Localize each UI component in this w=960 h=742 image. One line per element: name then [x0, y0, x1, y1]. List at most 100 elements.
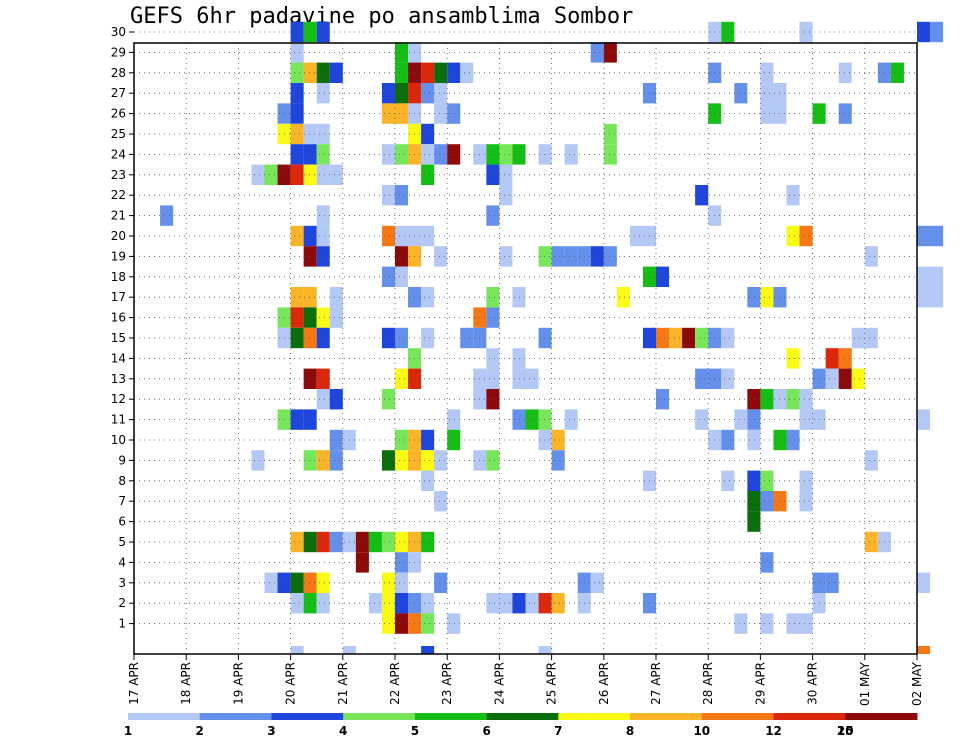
heatmap-cell	[799, 389, 813, 410]
y-tick-label: 30	[111, 25, 126, 39]
heatmap-cell	[303, 327, 317, 349]
heatmap-cell	[381, 327, 395, 349]
y-tick-label: 24	[111, 147, 126, 161]
heatmap-cell	[434, 144, 448, 165]
heatmap-cell	[512, 593, 526, 614]
heatmap-cell	[368, 593, 382, 614]
heatmap-cell	[368, 531, 382, 553]
x-tick-label: 19 APR	[231, 662, 245, 705]
heatmap-cell	[316, 572, 330, 593]
heatmap-cell	[395, 62, 409, 83]
heatmap-cell	[786, 389, 800, 410]
legend-label: 7	[554, 724, 562, 738]
heatmap-cell	[395, 83, 409, 104]
legend-swatch	[486, 713, 559, 720]
y-tick-label: 3	[118, 576, 126, 590]
x-axis: 17 APR 18 APR 19 APR 20 APR 21 APR 22 APR 23 A…	[127, 654, 924, 706]
heatmap-cell	[760, 470, 774, 491]
legend-swatch	[773, 713, 846, 720]
heatmap-cell	[499, 164, 513, 185]
x-tick-label: 22 APR	[388, 662, 402, 705]
heatmap-cell	[460, 62, 474, 83]
heatmap-cell	[316, 531, 330, 553]
legend-label: 6	[482, 724, 490, 738]
heatmap-cell	[421, 531, 435, 553]
heatmap-cell	[917, 225, 931, 247]
heatmap-cell	[329, 531, 343, 553]
heatmap-cell	[799, 491, 813, 512]
heatmap-cell	[864, 450, 878, 471]
heatmap-cell	[486, 205, 500, 226]
heatmap-cell	[329, 389, 343, 410]
heatmap-cell	[316, 123, 330, 145]
heatmap-cell	[434, 62, 448, 83]
y-tick-label: 9	[118, 453, 126, 467]
heatmap-cell	[538, 409, 552, 430]
heatmap-cell	[434, 246, 448, 267]
heatmap-cell	[590, 572, 604, 593]
heatmap-cell	[303, 225, 317, 247]
heatmap-cell	[395, 531, 409, 553]
legend-swatch	[199, 713, 272, 720]
heatmap-cell	[486, 368, 500, 389]
y-tick-label: 6	[118, 515, 126, 529]
legend-swatch	[414, 713, 488, 720]
heatmap-cell	[421, 123, 435, 145]
heatmap-cell	[499, 593, 513, 614]
heatmap-cell	[303, 62, 317, 83]
heatmap-cell	[316, 164, 330, 185]
heatmap-cell	[747, 470, 761, 491]
y-axis: 1234567891011121314151617181920212223242…	[111, 25, 134, 631]
heatmap-cell	[434, 572, 448, 593]
heatmap-cell	[290, 164, 304, 185]
heatmap-cell	[421, 470, 435, 491]
heatmap-cell	[760, 613, 774, 634]
heatmap-cell	[851, 368, 865, 389]
legend-label: 2	[196, 724, 204, 738]
heatmap-cell	[512, 348, 526, 369]
legend-swatch	[701, 713, 775, 720]
x-tick-label: 28 APR	[701, 662, 715, 705]
heatmap-cell	[395, 593, 409, 614]
heatmap-cell	[734, 613, 748, 634]
heatmap-cell	[290, 42, 304, 63]
heatmap-cell	[760, 389, 774, 410]
heatmap-cell	[434, 491, 448, 512]
y-tick-label: 5	[118, 535, 126, 549]
heatmap-cell	[303, 368, 317, 389]
y-tick-label: 27	[111, 86, 126, 100]
heatmap-cell	[721, 429, 735, 451]
heatmap-cell	[316, 450, 330, 471]
heatmap-cell	[421, 429, 435, 451]
y-tick-label: 10	[111, 433, 126, 447]
heatmap-cell	[290, 572, 304, 593]
heatmap-cell	[381, 450, 395, 471]
heatmap-cell	[329, 62, 343, 83]
heatmap-cell	[316, 205, 330, 226]
heatmap-cell	[747, 409, 761, 430]
heatmap-cell	[512, 409, 526, 430]
x-tick-label: 18 APR	[179, 662, 193, 705]
y-tick-label: 14	[111, 351, 126, 365]
heatmap-cell	[486, 450, 500, 471]
y-tick-label: 8	[118, 474, 126, 488]
y-tick-label: 15	[111, 331, 126, 345]
heatmap-cell	[525, 368, 539, 389]
heatmap-cell	[290, 327, 304, 349]
heatmap-cell	[355, 552, 369, 573]
y-tick-label: 19	[111, 249, 126, 263]
heatmap-cell	[290, 62, 304, 83]
heatmap-cell	[930, 21, 944, 43]
heatmap-cell	[421, 613, 435, 634]
x-tick-label: 29 APR	[753, 662, 767, 705]
heatmap-cell	[264, 164, 278, 185]
heatmap-cell	[447, 613, 461, 634]
y-tick-label: 13	[111, 372, 126, 386]
heatmap-cell	[395, 450, 409, 471]
heatmap-cell	[917, 646, 931, 654]
heatmap-cell	[499, 185, 513, 206]
heatmap-cell	[316, 327, 330, 349]
heatmap-cell	[395, 225, 409, 247]
x-tick-label: 17 APR	[127, 662, 141, 705]
